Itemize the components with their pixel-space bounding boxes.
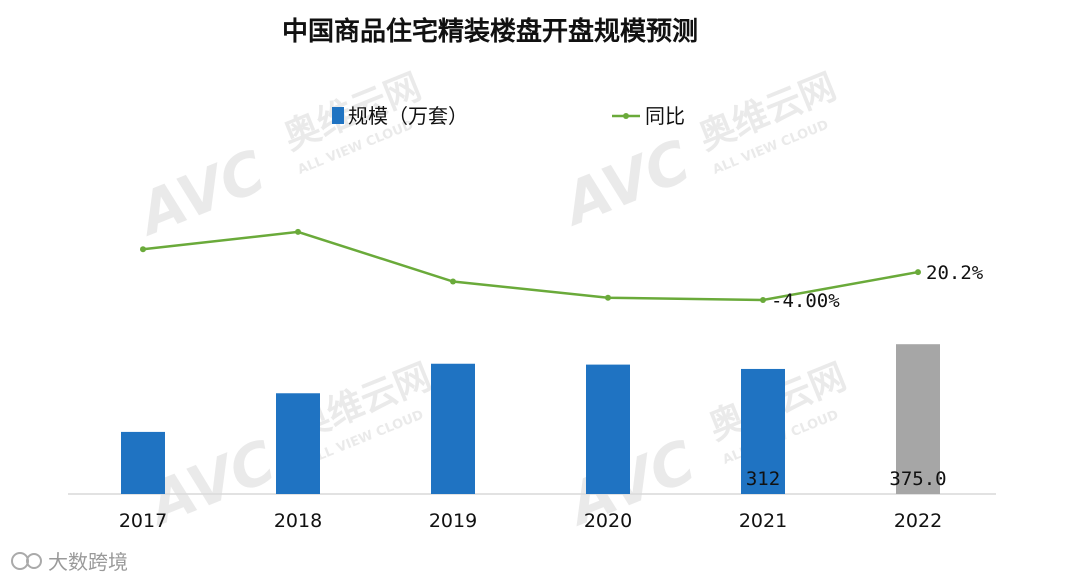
watermark-brand: AVC [551,127,699,240]
chart-title: 中国商品住宅精装楼盘开盘规模预测 [282,16,698,47]
x-tick-2018: 2018 [274,510,322,532]
line-label-2021: -4.00% [771,290,840,312]
data-labels: 312 375.0 -4.00% 20.2% [746,262,984,490]
source-label: 大数跨境 [48,550,128,574]
line-point-2017 [140,246,146,253]
source-logo-icon [11,552,29,570]
x-tick-2022: 2022 [894,510,942,532]
bar-2018 [276,393,320,494]
bar-2020 [586,364,630,494]
legend-label-line: 同比 [645,104,685,128]
legend-swatch-bar [332,107,344,124]
bar-2022 [896,344,940,494]
legend-label-bar: 规模（万套） [348,104,468,128]
line-point-2018 [295,228,301,235]
line-point-2020 [605,294,611,301]
source-logo-icon-dot [26,553,42,569]
legend-swatch-marker [623,113,629,119]
line-point-2021 [760,297,766,303]
legend: 规模（万套） 同比 [332,104,685,128]
bar-2019 [431,363,475,494]
line-series [140,228,921,303]
bar-2017 [121,431,165,494]
bar-label-2021: 312 [746,468,780,490]
x-tick-2021: 2021 [739,510,787,532]
line-label-2022: 20.2% [926,262,984,284]
x-tick-2017: 2017 [119,510,167,532]
line-path [142,230,919,302]
x-tick-labels: 2017 2018 2019 2020 2021 2022 [119,510,942,532]
x-tick-2019: 2019 [429,510,477,532]
line-point-2022 [915,269,921,276]
line-point-2019 [450,278,456,285]
bar-2021 [741,368,785,494]
watermark-brand: AVC [126,137,274,250]
x-tick-2020: 2020 [584,510,632,532]
bar-label-2022: 375.0 [889,468,946,490]
bar-series [121,344,940,494]
source-tag: 大数跨境 [11,550,128,574]
